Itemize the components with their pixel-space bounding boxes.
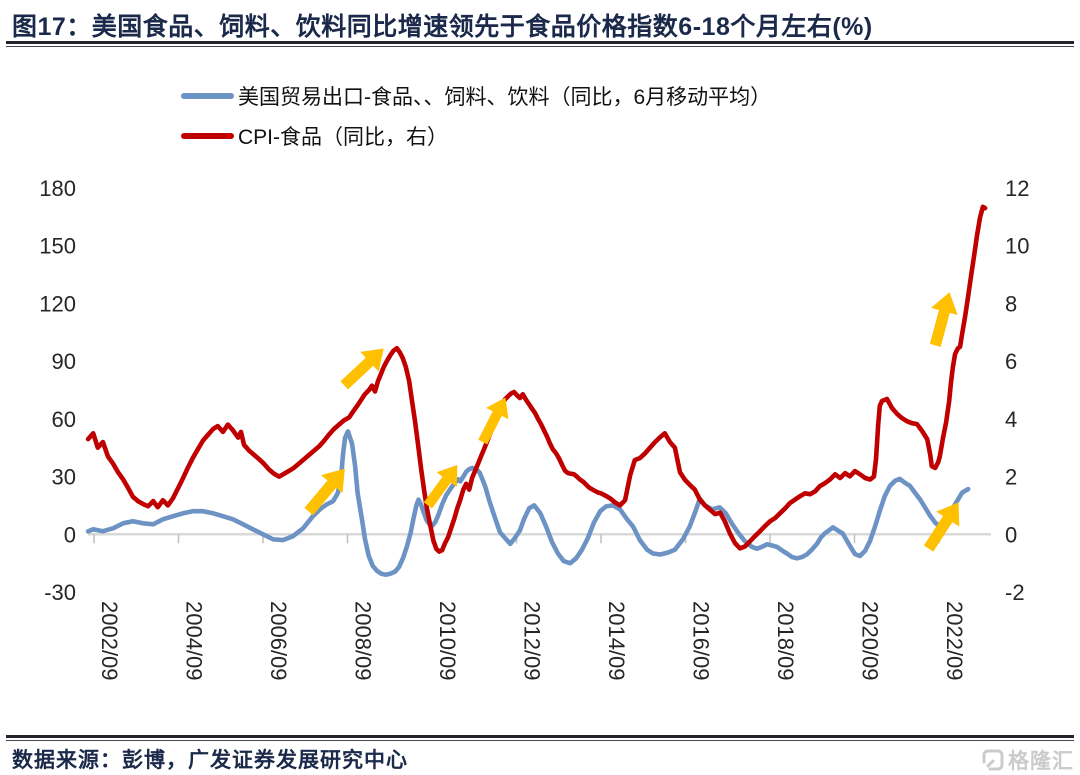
svg-text:12: 12 — [1005, 176, 1029, 201]
svg-text:2012/09: 2012/09 — [520, 601, 545, 681]
up-arrow-icon — [929, 292, 958, 347]
svg-text:2004/09: 2004/09 — [182, 601, 207, 681]
svg-text:150: 150 — [39, 234, 76, 259]
svg-text:0: 0 — [64, 522, 76, 547]
up-arrow-icon — [478, 397, 509, 445]
series-line-cpi-food — [85, 204, 988, 554]
up-arrow-icon — [340, 348, 384, 390]
svg-text:90: 90 — [52, 349, 76, 374]
svg-text:2002/09: 2002/09 — [97, 601, 122, 681]
svg-text:120: 120 — [39, 291, 76, 316]
up-arrow-icon — [923, 502, 960, 552]
gelonghui-logo-icon — [981, 748, 1005, 772]
series-line-us-exports-food-feed-beverage — [85, 429, 971, 578]
legend: 美国贸易出口-食品、、饲料、饮料（同比，6月移动平均） CPI-食品（同比，右） — [181, 76, 771, 156]
svg-text:0: 0 — [1005, 522, 1017, 547]
svg-text:4: 4 — [1005, 407, 1017, 432]
up-arrow-icon — [423, 464, 458, 509]
x-axis-labels: 2002/09 2004/09 2006/09 2008/09 2010/09 2012/… — [97, 601, 967, 681]
left-axis-labels: 180 150 120 90 60 30 0 -30 — [39, 176, 76, 605]
legend-item-cpi: CPI-食品（同比，右） — [181, 116, 771, 156]
svg-text:2006/09: 2006/09 — [266, 601, 291, 681]
svg-text:2010/09: 2010/09 — [435, 601, 460, 681]
footer-divider — [6, 735, 1074, 741]
svg-text:60: 60 — [52, 407, 76, 432]
legend-item-exports: 美国贸易出口-食品、、饲料、饮料（同比，6月移动平均） — [181, 76, 771, 116]
svg-text:2014/09: 2014/09 — [604, 601, 629, 681]
title-divider — [6, 41, 1074, 47]
svg-text:2: 2 — [1005, 465, 1017, 490]
svg-text:2022/09: 2022/09 — [942, 601, 967, 681]
right-axis-labels: 12 10 8 6 4 2 0 -2 — [1005, 176, 1029, 605]
legend-swatch-exports — [181, 93, 234, 99]
svg-text:8: 8 — [1005, 291, 1017, 316]
trend-arrows — [304, 292, 960, 552]
svg-text:180: 180 — [39, 176, 76, 201]
svg-text:-30: -30 — [44, 580, 76, 605]
svg-text:30: 30 — [52, 465, 76, 490]
legend-label-cpi: CPI-食品（同比，右） — [238, 126, 448, 149]
up-arrow-icon — [304, 468, 345, 516]
svg-text:2020/09: 2020/09 — [858, 601, 883, 681]
data-source: 数据来源：彭博，广发证券发展研究中心 — [12, 749, 408, 772]
svg-text:-2: -2 — [1005, 580, 1025, 605]
svg-text:2016/09: 2016/09 — [689, 601, 714, 681]
svg-text:2008/09: 2008/09 — [351, 601, 376, 681]
svg-text:6: 6 — [1005, 349, 1017, 374]
legend-label-exports: 美国贸易出口-食品、、饲料、饮料（同比，6月移动平均） — [238, 86, 772, 109]
watermark-text: 格隆汇 — [1008, 750, 1074, 773]
svg-text:10: 10 — [1005, 234, 1029, 259]
figure-title: 图17：美国食品、饲料、饮料同比增速领先于食品价格指数6-18个月左右(%) — [12, 13, 873, 41]
legend-swatch-cpi — [181, 133, 234, 139]
svg-text:2018/09: 2018/09 — [773, 601, 798, 681]
watermark-gelonghui: 格隆汇 — [981, 745, 1074, 775]
